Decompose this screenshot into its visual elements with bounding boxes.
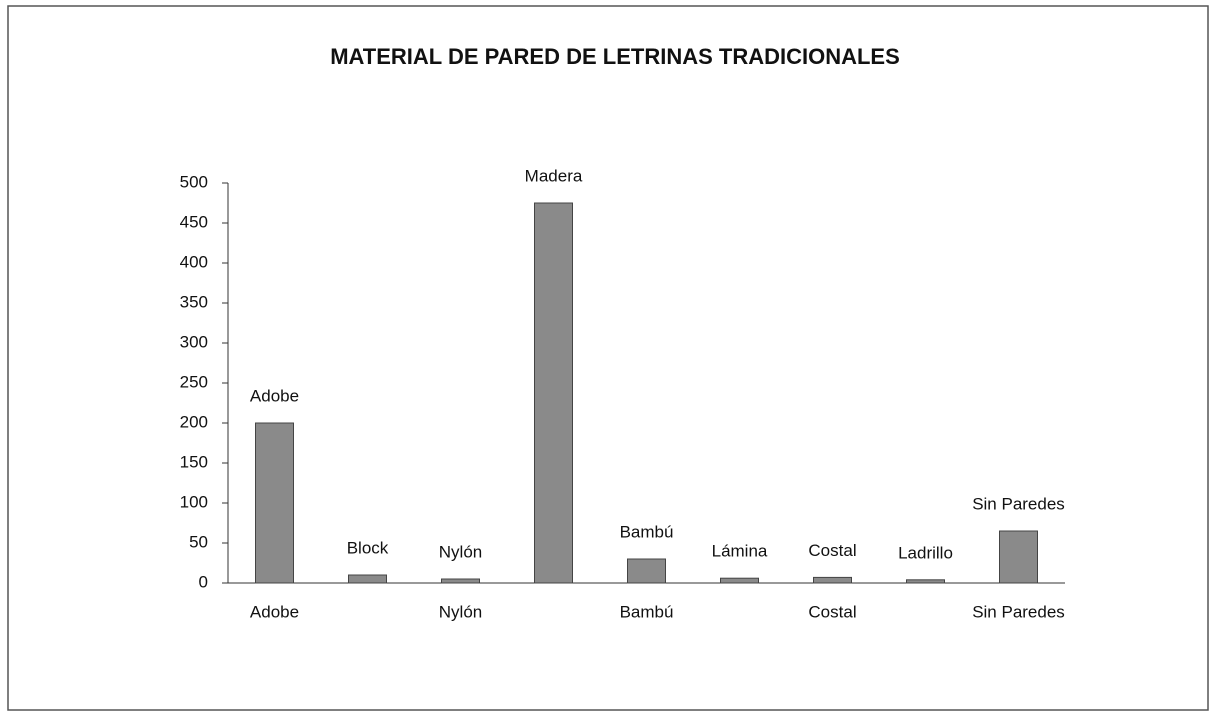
- frame: [7, 5, 1209, 711]
- y-tick-label: 250: [180, 372, 208, 391]
- bar: [906, 579, 945, 584]
- data-label: Adobe: [250, 386, 299, 405]
- y-tick-label: 350: [180, 292, 208, 311]
- bar: [534, 202, 573, 584]
- bar: [999, 530, 1038, 584]
- bar: [813, 576, 852, 584]
- y-tick-label: 400: [180, 252, 208, 271]
- y-tick-label: 300: [180, 332, 208, 351]
- data-label: Madera: [525, 166, 583, 185]
- data-label: Bambú: [620, 522, 674, 541]
- y-tick-label: 0: [199, 572, 208, 591]
- y-tick-label: 450: [180, 212, 208, 231]
- x-tick-label: Bambú: [620, 602, 674, 621]
- x-tick-label: Nylón: [439, 602, 482, 621]
- x-tick-label: Costal: [808, 602, 856, 621]
- bar: [348, 574, 387, 584]
- data-label: Block: [347, 538, 389, 557]
- y-tick-label: 50: [189, 532, 208, 551]
- y-tick-label: 150: [180, 452, 208, 471]
- data-label: Nylón: [439, 542, 482, 561]
- bar: [627, 558, 666, 584]
- bar: [720, 577, 759, 584]
- chart-title: MATERIAL DE PARED DE LETRINAS TRADICIONA…: [330, 44, 900, 69]
- data-label: Ladrillo: [898, 543, 953, 562]
- bar: [255, 422, 294, 584]
- y-tick-label: 100: [180, 492, 208, 511]
- data-label: Costal: [808, 541, 856, 560]
- y-tick-label: 500: [180, 172, 208, 191]
- x-tick-label: Adobe: [250, 602, 299, 621]
- bar: [441, 578, 480, 584]
- x-tick-label: Sin Paredes: [972, 602, 1065, 621]
- data-label: Lámina: [712, 542, 768, 561]
- data-label: Sin Paredes: [972, 494, 1065, 513]
- y-tick-label: 200: [180, 412, 208, 431]
